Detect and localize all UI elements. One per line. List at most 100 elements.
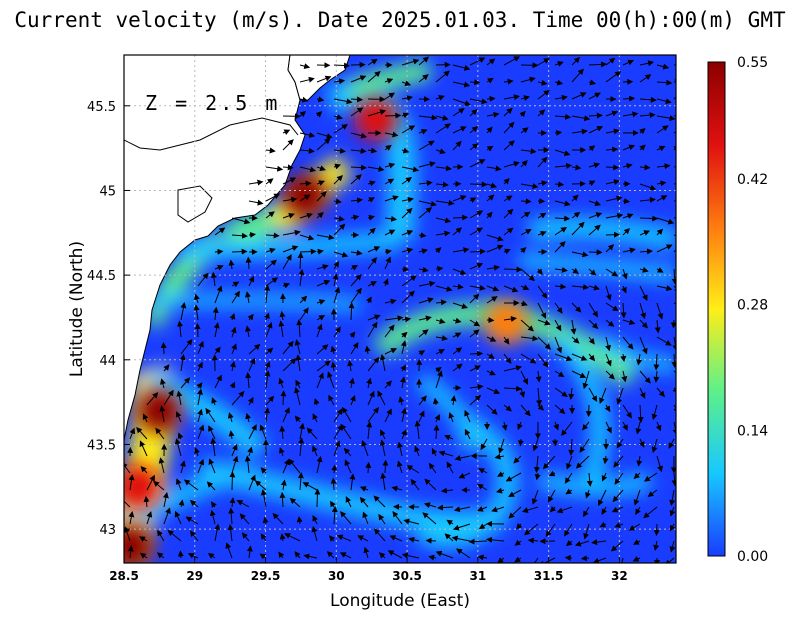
velocity-arrow bbox=[639, 248, 654, 255]
velocity-arrow bbox=[414, 420, 421, 440]
velocity-arrow bbox=[436, 504, 454, 511]
velocity-arrow bbox=[379, 353, 386, 372]
velocity-arrow bbox=[452, 227, 462, 236]
velocity-arrow bbox=[605, 110, 619, 117]
velocity-arrow bbox=[384, 298, 397, 305]
velocity-arrow bbox=[189, 499, 199, 508]
velocity-arrow bbox=[547, 489, 556, 503]
velocity-arrow bbox=[520, 284, 530, 291]
velocity-arrow bbox=[565, 488, 573, 495]
velocity-arrow bbox=[247, 446, 253, 457]
velocity-arrow bbox=[556, 506, 573, 514]
velocity-arrow bbox=[362, 511, 369, 525]
velocity-arrow bbox=[214, 227, 226, 236]
velocity-arrow bbox=[633, 472, 641, 480]
velocity-arrow bbox=[435, 318, 446, 324]
velocity-arrow bbox=[418, 74, 429, 83]
velocity-arrow bbox=[359, 486, 369, 492]
velocity-arrow bbox=[214, 374, 222, 389]
velocity-arrow bbox=[264, 370, 271, 389]
velocity-arrow bbox=[458, 472, 471, 479]
velocity-arrow bbox=[214, 264, 224, 271]
velocity-arrow bbox=[549, 506, 557, 513]
velocity-arrow bbox=[384, 195, 399, 202]
velocity-arrow bbox=[452, 140, 462, 151]
velocity-arrow bbox=[536, 268, 543, 275]
velocity-arrow bbox=[367, 214, 375, 221]
velocity-arrow bbox=[418, 329, 429, 338]
velocity-arrow bbox=[229, 381, 236, 389]
velocity-arrow bbox=[228, 507, 235, 525]
velocity-arrow bbox=[588, 200, 602, 207]
velocity-arrow bbox=[316, 360, 331, 372]
velocity-arrow bbox=[176, 320, 183, 338]
velocity-arrow bbox=[336, 534, 352, 542]
velocity-arrow bbox=[349, 473, 356, 491]
velocity-arrow bbox=[297, 472, 304, 491]
velocity-arrow bbox=[452, 317, 462, 324]
velocity-arrow bbox=[548, 470, 556, 477]
velocity-arrow bbox=[520, 198, 532, 205]
velocity-arrow bbox=[213, 322, 220, 338]
velocity-arrow bbox=[635, 506, 641, 516]
velocity-arrow bbox=[469, 181, 488, 188]
velocity-arrow bbox=[316, 299, 326, 305]
velocity-arrow bbox=[637, 404, 644, 424]
velocity-arrow bbox=[586, 472, 593, 487]
velocity-arrow bbox=[656, 79, 673, 86]
velocity-arrow bbox=[348, 302, 355, 321]
velocity-arrow bbox=[635, 421, 642, 435]
velocity-arrow bbox=[140, 465, 148, 474]
velocity-arrow bbox=[633, 489, 641, 506]
velocity-arrow bbox=[477, 554, 488, 561]
velocity-arrow bbox=[554, 404, 566, 415]
velocity-arrow bbox=[435, 114, 449, 121]
velocity-arrow bbox=[656, 115, 676, 122]
velocity-arrow bbox=[503, 121, 515, 134]
velocity-arrow bbox=[344, 459, 352, 474]
velocity-arrow bbox=[605, 285, 612, 301]
velocity-arrow bbox=[486, 111, 500, 118]
velocity-arrow bbox=[244, 291, 251, 304]
velocity-arrow bbox=[314, 488, 321, 508]
velocity-arrow bbox=[264, 361, 271, 372]
velocity-arrow bbox=[284, 533, 301, 542]
velocity-arrow bbox=[367, 147, 378, 154]
velocity-arrow bbox=[503, 208, 514, 219]
velocity-arrow bbox=[622, 404, 632, 419]
velocity-arrow bbox=[282, 164, 294, 171]
velocity-arrow bbox=[636, 353, 643, 366]
velocity-arrow bbox=[282, 407, 290, 423]
velocity-arrow bbox=[486, 387, 501, 395]
velocity-arrow bbox=[299, 180, 312, 187]
velocity-arrow bbox=[299, 307, 309, 321]
velocity-arrow bbox=[178, 499, 185, 508]
velocity-arrow bbox=[469, 57, 486, 66]
velocity-arrow bbox=[503, 107, 513, 117]
velocity-arrow bbox=[654, 319, 661, 334]
velocity-arrow bbox=[410, 478, 420, 491]
y-tick-label: 45 bbox=[99, 184, 116, 199]
velocity-arrow bbox=[588, 319, 599, 330]
velocity-arrow bbox=[452, 347, 463, 355]
velocity-arrow bbox=[350, 395, 356, 406]
velocity-arrow bbox=[401, 429, 407, 440]
velocity-arrow bbox=[176, 390, 183, 406]
velocity-arrow bbox=[299, 76, 315, 83]
velocity-arrow bbox=[279, 491, 286, 508]
velocity-arrow bbox=[330, 361, 337, 372]
velocity-arrow bbox=[554, 61, 564, 67]
velocity-arrow bbox=[350, 164, 368, 171]
velocity-arrow bbox=[187, 553, 199, 559]
y-axis-label: Latitude (North) bbox=[67, 241, 87, 377]
velocity-arrow bbox=[491, 506, 505, 513]
velocity-arrow bbox=[350, 197, 363, 204]
velocity-arrow bbox=[575, 455, 590, 469]
velocity-arrow bbox=[621, 370, 628, 383]
velocity-arrow bbox=[128, 511, 135, 525]
velocity-arrow bbox=[435, 95, 445, 101]
velocity-arrow bbox=[316, 248, 324, 255]
velocity-arrow bbox=[602, 455, 609, 465]
velocity-arrow bbox=[433, 424, 440, 440]
velocity-arrow bbox=[452, 64, 471, 71]
